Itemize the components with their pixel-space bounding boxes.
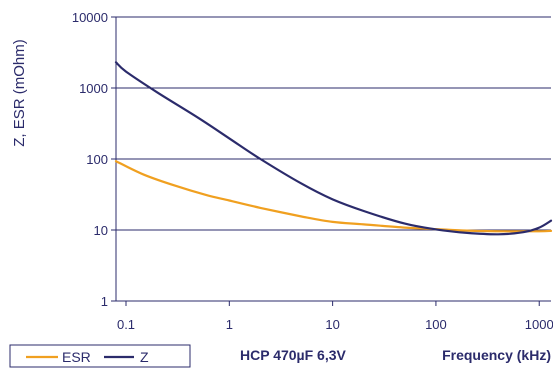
y-tick-labels: 1 10 100 1000 10000 xyxy=(72,10,108,309)
y-tick-label: 1 xyxy=(101,294,108,309)
x-tick-label: 10 xyxy=(325,317,339,332)
legend-label-z: Z xyxy=(140,349,149,365)
x-tick-label: 0.1 xyxy=(117,317,135,332)
grid-lines xyxy=(116,16,551,231)
x-tick-label: 100 xyxy=(425,317,447,332)
series-line-esr xyxy=(114,160,553,233)
y-tick-label: 100 xyxy=(86,152,108,167)
x-axis-label: Frequency (kHz) xyxy=(442,347,551,363)
series-line-z xyxy=(114,61,553,236)
legend-box xyxy=(9,344,191,368)
x-tick-label: 1000 xyxy=(525,317,553,332)
chart-annotation: HCP 470µF 6,3V xyxy=(240,347,347,363)
y-tick-label: 1000 xyxy=(79,81,108,96)
y-tick-label: 10 xyxy=(94,223,108,238)
legend: ESR Z xyxy=(9,344,191,368)
series-lines xyxy=(114,61,553,236)
y-axis-label: Z, ESR (mOhm) xyxy=(11,39,28,147)
legend-label-esr: ESR xyxy=(62,349,91,365)
axes xyxy=(111,16,551,306)
x-tick-labels: 0.1 1 10 100 1000 xyxy=(117,317,553,332)
x-tick-label: 1 xyxy=(226,317,233,332)
y-tick-label: 10000 xyxy=(72,10,108,25)
